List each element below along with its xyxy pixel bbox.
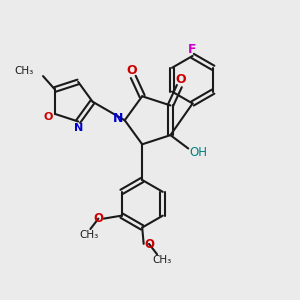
Text: N: N bbox=[113, 112, 123, 125]
Text: O: O bbox=[44, 112, 53, 122]
Text: N: N bbox=[74, 123, 83, 133]
Text: O: O bbox=[144, 238, 154, 251]
Text: CH₃: CH₃ bbox=[152, 255, 171, 265]
Text: OH: OH bbox=[190, 146, 208, 159]
Text: O: O bbox=[127, 64, 137, 77]
Text: CH₃: CH₃ bbox=[79, 230, 98, 240]
Text: O: O bbox=[176, 73, 186, 86]
Text: F: F bbox=[188, 43, 197, 56]
Text: CH₃: CH₃ bbox=[15, 66, 34, 76]
Text: O: O bbox=[93, 212, 103, 225]
